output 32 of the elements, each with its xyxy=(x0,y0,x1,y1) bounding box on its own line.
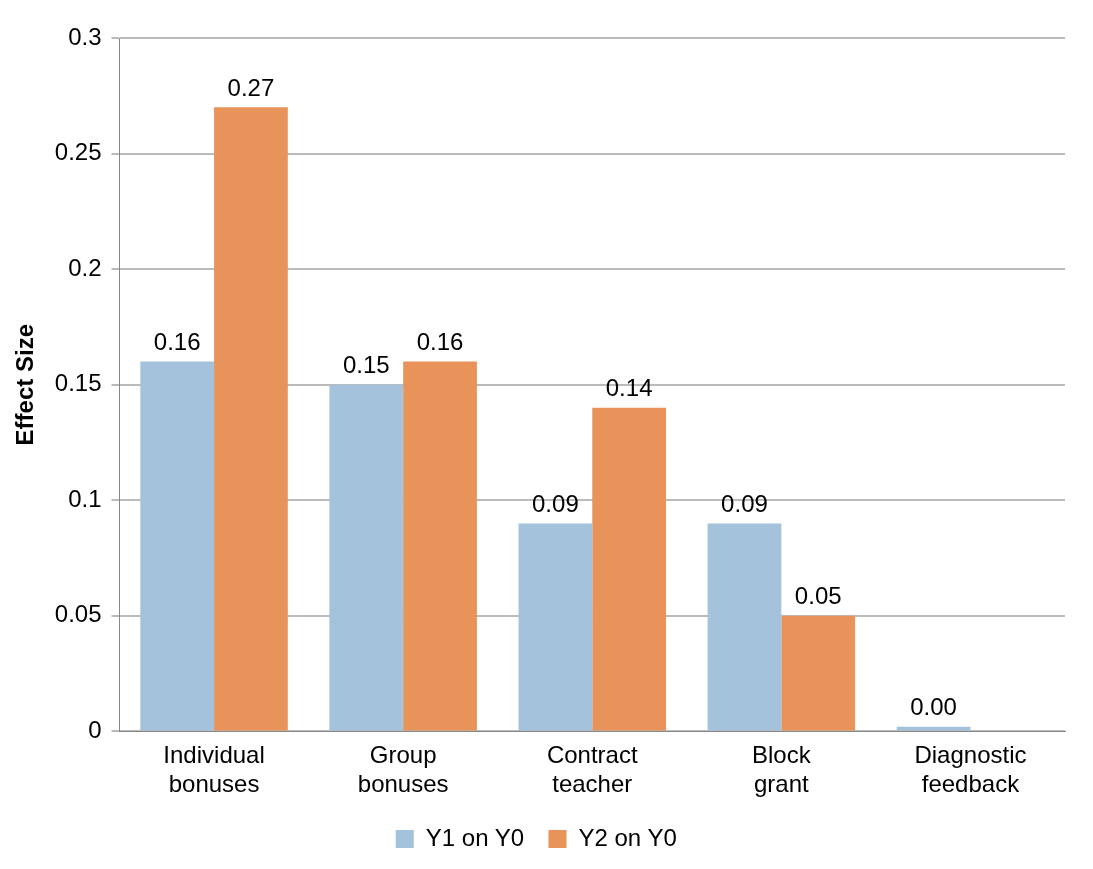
x-tick-label: Group bonuses xyxy=(357,741,449,798)
bar xyxy=(707,523,782,731)
bar xyxy=(140,361,215,731)
x-tick-label: Individual bonuses xyxy=(163,741,265,798)
legend-label: Y1 on Y0 xyxy=(425,823,525,851)
y-tick-label: 0.25 xyxy=(54,138,102,166)
bar xyxy=(214,107,288,731)
data-label: 0.14 xyxy=(605,374,653,402)
data-label: 0.16 xyxy=(416,328,464,356)
x-tick-label: Block grant xyxy=(752,741,812,798)
bar xyxy=(329,384,404,731)
data-label: 0.27 xyxy=(227,73,275,101)
x-tick-label: Diagnostic feedback xyxy=(914,741,1027,798)
data-label: 0.09 xyxy=(532,490,579,518)
y-tick-label: 0.05 xyxy=(54,600,102,628)
y-tick-label: 0.15 xyxy=(54,369,102,397)
data-label: 0.05 xyxy=(794,582,842,610)
y-tick-label: 0 xyxy=(88,716,102,744)
bar xyxy=(403,361,477,731)
legend-label: Y2 on Y0 xyxy=(578,823,677,851)
data-label: 0.00 xyxy=(910,693,957,721)
y-tick-label: 0.1 xyxy=(68,484,102,512)
data-label: 0.16 xyxy=(153,328,201,356)
y-axis-title: Effect Size xyxy=(11,324,39,446)
bar xyxy=(781,615,856,731)
bar xyxy=(518,523,593,731)
data-label: 0.15 xyxy=(342,351,390,379)
y-tick-label: 0.3 xyxy=(68,22,102,50)
data-label: 0.09 xyxy=(721,490,768,518)
y-tick-label: 0.2 xyxy=(68,253,102,281)
bar xyxy=(592,407,666,731)
x-tick-label: Contract teacher xyxy=(546,741,638,798)
